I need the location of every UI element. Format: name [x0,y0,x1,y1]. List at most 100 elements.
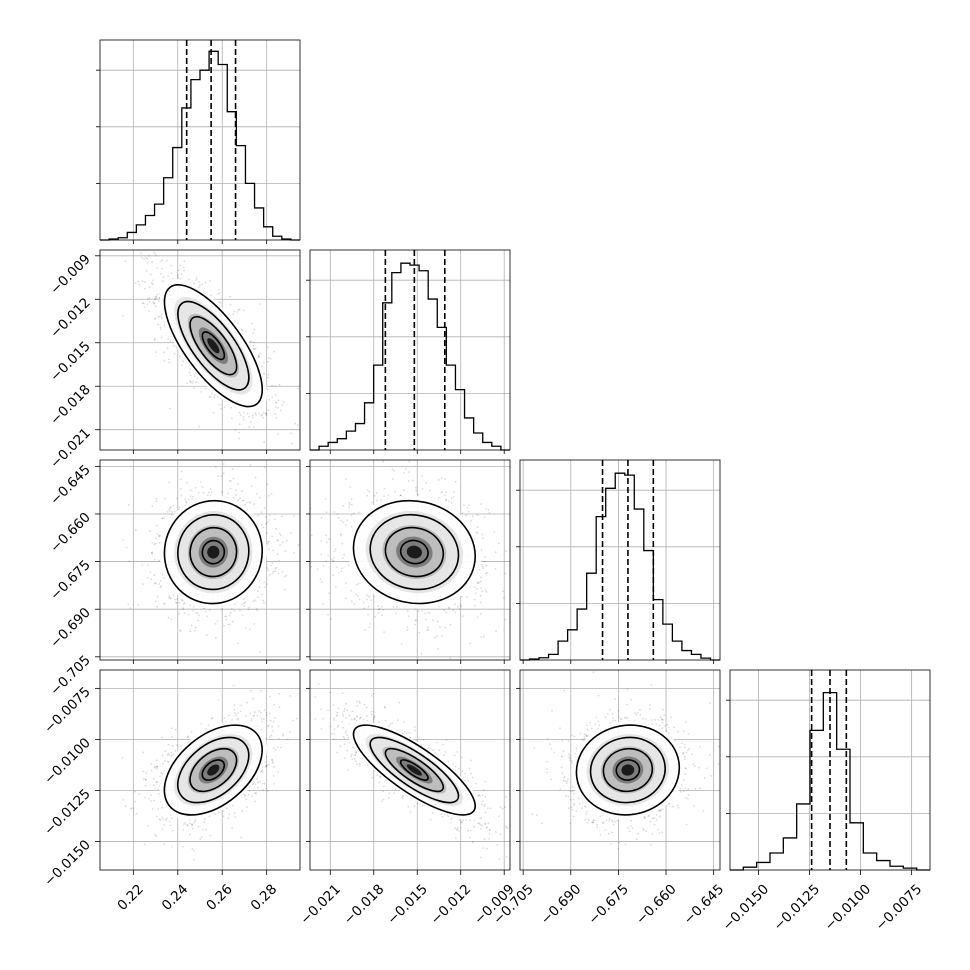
scatter-point [357,582,360,585]
contour-line [201,539,226,565]
density-layer [122,251,299,454]
scatter-point [234,712,236,714]
scatter-point [174,598,176,601]
scatter-point [482,537,484,540]
scatter-point [479,601,482,604]
scatter-point [252,332,255,335]
scatter-point [192,495,194,498]
scatter-point [266,567,269,569]
scatter-point [196,377,199,379]
scatter-point [233,704,236,707]
scatter-point [497,542,500,545]
scatter-point [260,689,262,692]
scatter-point [231,620,234,623]
scatter-point [320,516,323,519]
scatter-point [238,308,241,311]
scatter-point [125,546,128,549]
scatter-point [253,503,256,505]
scatter-point [158,583,161,585]
scatter-point [251,452,253,454]
scatter-point [169,597,172,600]
scatter-point [406,629,409,631]
scatter-point [155,500,158,503]
scatter-point [169,597,171,599]
scatter-point [348,502,351,504]
scatter-point [249,502,252,504]
scatter-point [445,491,447,494]
scatter-point [254,347,257,350]
scatter-point [504,572,507,575]
scatter-point [156,533,159,535]
scatter-point [169,820,171,823]
scatter-point [239,414,242,416]
scatter-point [357,595,359,597]
scatter-point [183,260,186,262]
scatter-point [242,416,245,418]
scatter-point [336,566,338,568]
scatter-point [472,515,474,517]
scatter-point [366,494,369,497]
scatter-point [381,614,384,617]
scatter-point [330,618,332,620]
scatter-point [249,464,252,466]
scatter-point [261,413,264,416]
scatter-point [157,323,160,326]
scatter-point [151,541,154,544]
scatter-point [229,623,231,626]
scatter-point [237,498,240,501]
scatter-point [165,259,168,262]
scatter-point [179,355,181,358]
scatter-point [271,762,274,765]
scatter-point [187,499,190,501]
scatter-point [137,604,139,606]
scatter-point [327,613,330,616]
scatter-point [155,295,158,298]
scatter-point [151,505,154,508]
scatter-point [322,603,324,606]
scatter-point [291,442,293,445]
scatter-point [440,491,443,494]
scatter-point [209,488,212,490]
scatter-point [485,591,488,593]
scatter-point [182,603,185,606]
scatter-point [154,582,157,584]
scatter-point [260,414,263,417]
scatter-point [460,605,462,608]
scatter-point [250,689,252,692]
scatter-point [475,531,478,533]
scatter-point [220,475,223,478]
scatter-point [163,843,166,845]
scatter-point [241,329,244,332]
scatter-point [395,612,398,614]
scatter-point [244,601,246,604]
scatter-point [162,280,164,283]
scatter-point [265,583,268,586]
scatter-point [438,496,440,499]
scatter-point [160,273,162,275]
scatter-point [179,264,181,267]
scatter-point [156,765,159,768]
scatter-point [265,515,267,518]
scatter-point [259,352,262,355]
scatter-panel-0-2 [99,459,301,661]
scatter-point [209,280,211,282]
scatter-point [277,572,280,575]
scatter-point [144,281,147,284]
scatter-point [192,380,195,383]
scatter-point [267,356,270,359]
scatter-point [220,408,223,410]
scatter-point [325,534,327,537]
scatter-point [201,486,204,488]
scatter-point [267,376,269,379]
scatter-point [461,512,464,515]
scatter-point [256,596,259,599]
scatter-point [448,607,451,610]
scatter-point [382,460,385,463]
scatter-point [420,652,423,655]
scatter-point [182,266,185,269]
scatter-point [256,609,258,612]
scatter-point [426,626,429,628]
scatter-point [220,608,223,611]
scatter-point [277,746,279,748]
scatter-point [217,288,220,291]
